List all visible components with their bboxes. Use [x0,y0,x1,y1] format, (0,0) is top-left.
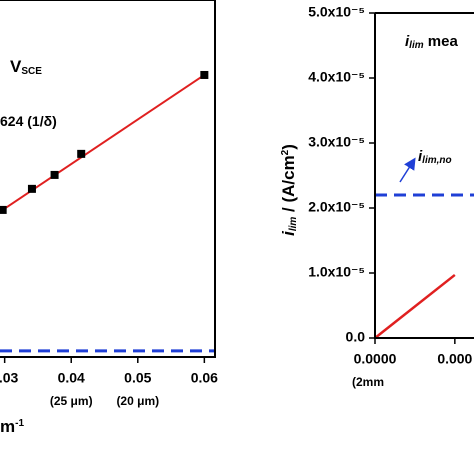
x-tick-label: 0.0000 [354,351,397,367]
annotation: ilim / (A/cm2) [279,144,299,236]
annotation: ilim mea [405,33,458,51]
text-part: lim [409,40,424,51]
x-sub-label: (2mm [352,375,384,389]
y-tick-label: 4.0x10⁻⁵ [308,69,365,85]
text-part: / (A/cm [279,155,298,216]
y-tick-label: 1.0x10⁻⁵ [308,264,365,280]
text-part: lim,no [422,155,451,166]
y-tick-label: 2.0x10⁻⁵ [308,199,365,215]
text-part: SCE [21,66,42,77]
x-tick-label: 0.05 [124,370,151,386]
data-point [27,184,36,193]
data-point [77,149,86,158]
plot-frame [0,0,216,358]
x-sub-label: (25 μm) [50,394,93,408]
x-tick-label: 0.000 [437,351,472,367]
text-part: mea [424,33,459,50]
x-tick-label: 0.03 [0,370,18,386]
text-part: 624 (1/δ) [0,113,57,129]
annotation: VSCE [10,57,42,77]
text-part: ) [279,144,298,150]
data-point [0,205,7,214]
text-part: i [279,230,298,236]
annotation: m-1 [0,417,24,436]
x-tick-label: 0.04 [58,370,85,386]
data-point [50,170,59,179]
text-part: V [10,57,22,76]
annotation: ilim,no [418,148,452,166]
plot-frame [374,12,474,339]
x-tick-label: 0.06 [191,370,218,386]
arrow [399,157,416,183]
annotation: 624 (1/δ) [0,113,57,129]
text-part: 2 [280,149,291,155]
y-tick-label: 3.0x10⁻⁵ [308,134,365,150]
text-part: m [0,417,15,436]
data-line [374,273,456,339]
text-part: lim [288,217,299,232]
data-point [200,70,209,79]
text-part: -1 [15,418,24,429]
text-part: i [405,33,410,50]
text-part: i [418,148,423,165]
fit-line [2,74,205,211]
x-sub-label: (20 μm) [116,394,159,408]
y-tick-label: 0.0 [346,329,366,345]
y-tick-label: 5.0x10⁻⁵ [308,4,365,20]
